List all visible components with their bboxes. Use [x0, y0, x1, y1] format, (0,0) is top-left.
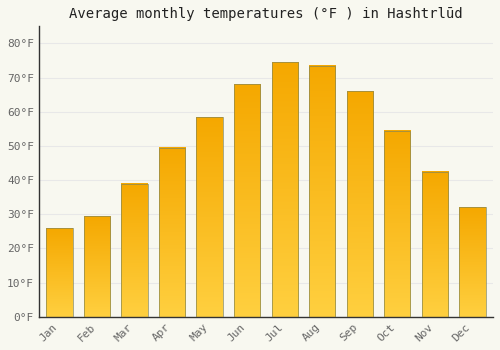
Bar: [234, 84, 260, 317]
Bar: [196, 117, 223, 317]
Bar: [159, 148, 185, 317]
Bar: [422, 172, 448, 317]
Bar: [384, 131, 410, 317]
Bar: [346, 91, 373, 317]
Bar: [309, 65, 336, 317]
Bar: [272, 62, 298, 317]
Bar: [460, 208, 485, 317]
Title: Average monthly temperatures (°F ) in Hashtrlūd: Average monthly temperatures (°F ) in Ha…: [69, 7, 462, 21]
Bar: [46, 228, 72, 317]
Bar: [122, 183, 148, 317]
Bar: [84, 216, 110, 317]
